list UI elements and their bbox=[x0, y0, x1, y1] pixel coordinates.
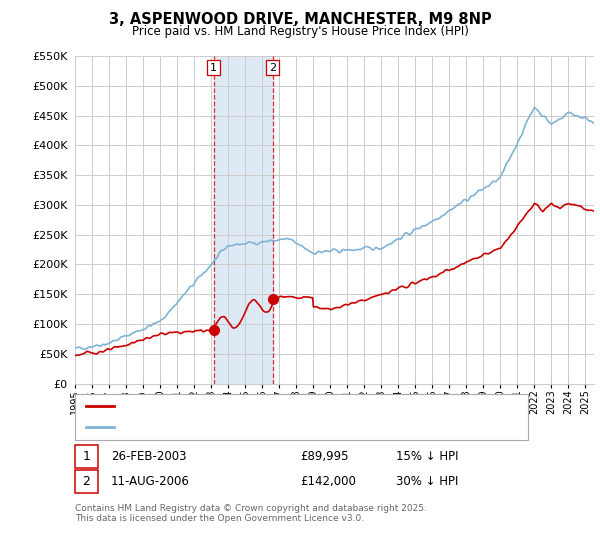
Text: 15% ↓ HPI: 15% ↓ HPI bbox=[396, 450, 458, 463]
Text: 1: 1 bbox=[210, 63, 217, 73]
Text: 26-FEB-2003: 26-FEB-2003 bbox=[111, 450, 187, 463]
Text: £89,995: £89,995 bbox=[300, 450, 349, 463]
Text: Price paid vs. HM Land Registry's House Price Index (HPI): Price paid vs. HM Land Registry's House … bbox=[131, 25, 469, 38]
Text: £142,000: £142,000 bbox=[300, 475, 356, 488]
Text: 30% ↓ HPI: 30% ↓ HPI bbox=[396, 475, 458, 488]
Text: 3, ASPENWOOD DRIVE, MANCHESTER, M9 8NP (detached house): 3, ASPENWOOD DRIVE, MANCHESTER, M9 8NP (… bbox=[121, 401, 458, 411]
Text: 1: 1 bbox=[82, 450, 91, 463]
Text: HPI: Average price, detached house, Manchester: HPI: Average price, detached house, Manc… bbox=[121, 422, 375, 432]
Bar bbox=[214, 56, 273, 384]
Text: 2: 2 bbox=[269, 63, 276, 73]
Text: Contains HM Land Registry data © Crown copyright and database right 2025.
This d: Contains HM Land Registry data © Crown c… bbox=[75, 504, 427, 524]
Text: 11-AUG-2006: 11-AUG-2006 bbox=[111, 475, 190, 488]
Text: 3, ASPENWOOD DRIVE, MANCHESTER, M9 8NP: 3, ASPENWOOD DRIVE, MANCHESTER, M9 8NP bbox=[109, 12, 491, 27]
Text: 2: 2 bbox=[82, 475, 91, 488]
